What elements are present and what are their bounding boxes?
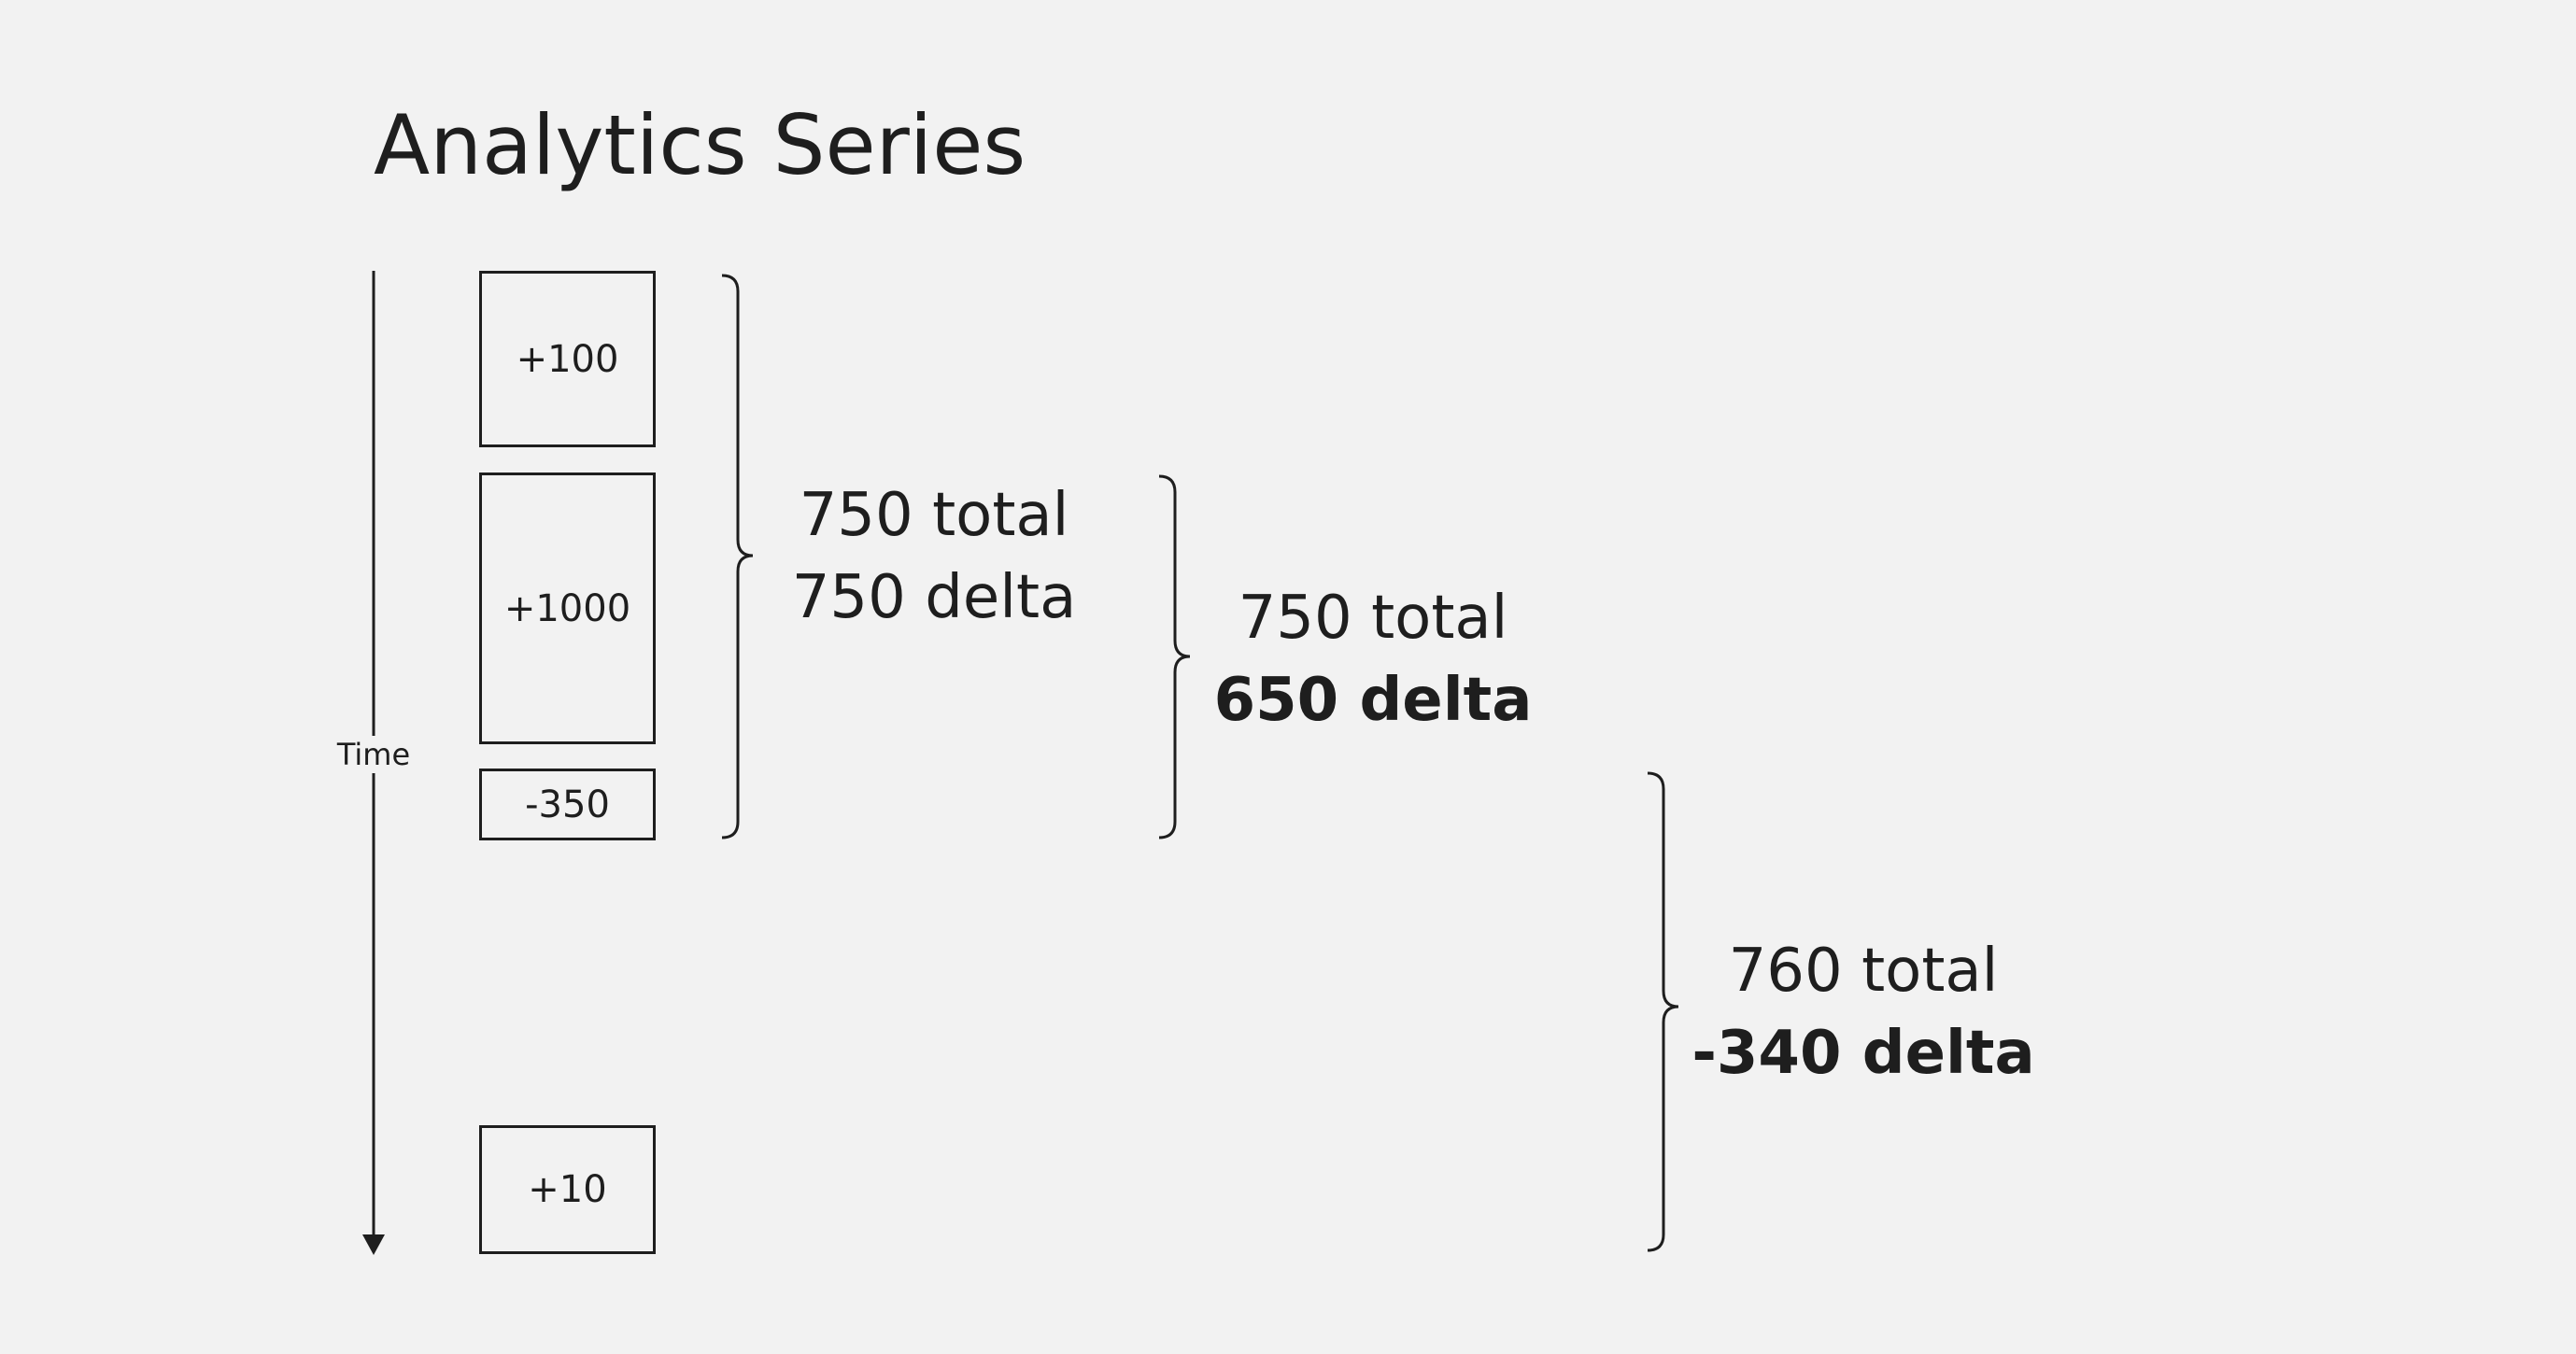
diagram-title: Analytics Series xyxy=(374,97,1026,193)
brace-group-3 xyxy=(1647,771,1679,1252)
group-label-1: 750 total 750 delta xyxy=(747,474,1121,639)
group-delta: 750 delta xyxy=(791,563,1077,632)
event-box-1: +100 xyxy=(479,271,656,447)
group-delta: -340 delta xyxy=(1691,1019,2035,1088)
event-value: +10 xyxy=(528,1168,607,1211)
time-axis-label: Time xyxy=(318,736,430,773)
group-label-2: 750 total 650 delta xyxy=(1186,577,1560,741)
brace-group-1 xyxy=(721,274,754,839)
group-delta: 650 delta xyxy=(1213,666,1533,735)
event-value: +1000 xyxy=(503,586,631,630)
event-box-4: +10 xyxy=(479,1125,656,1254)
event-value: -350 xyxy=(525,783,610,826)
group-total: 750 total xyxy=(799,481,1069,550)
event-box-2: +1000 xyxy=(479,472,656,744)
time-axis-arrowhead xyxy=(362,1234,385,1255)
brace-group-2 xyxy=(1158,474,1191,839)
group-label-3: 760 total -340 delta xyxy=(1677,930,2050,1094)
event-value: +100 xyxy=(516,337,619,381)
group-total: 750 total xyxy=(1238,584,1508,653)
event-box-3: -350 xyxy=(479,769,656,840)
group-total: 760 total xyxy=(1728,937,1999,1006)
